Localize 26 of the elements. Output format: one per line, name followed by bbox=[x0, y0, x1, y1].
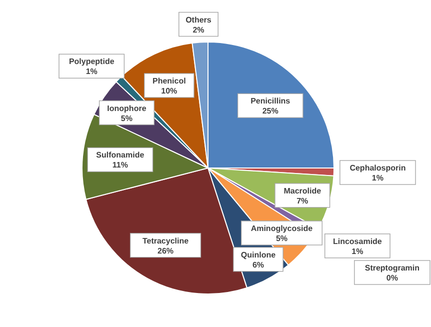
data-label: 10% bbox=[161, 86, 178, 96]
slice-label: Macrolide bbox=[284, 186, 322, 196]
slice-label: Lincosamide bbox=[332, 236, 382, 246]
data-label: 1% bbox=[86, 67, 98, 76]
data-label: 11% bbox=[112, 160, 128, 170]
data-label: 6% bbox=[252, 260, 264, 270]
slice-label: Ionophore bbox=[107, 104, 147, 113]
data-label: 1% bbox=[372, 174, 384, 183]
slice-label: Cephalosporin bbox=[350, 164, 406, 173]
slice-label: Penicillins bbox=[250, 96, 291, 106]
data-label: 5% bbox=[120, 114, 132, 123]
slice-label: Tetracycline bbox=[142, 236, 190, 246]
data-label: 5% bbox=[276, 234, 288, 243]
data-label: 25% bbox=[262, 106, 278, 116]
category-label: Streptogramin bbox=[364, 263, 420, 272]
slice-label: Others bbox=[186, 15, 212, 24]
slice-label: Aminoglycoside bbox=[250, 224, 314, 233]
data-label: 1% bbox=[352, 246, 364, 256]
slice-label: Polypeptide bbox=[68, 57, 115, 66]
slice-label: Sulfonamide bbox=[96, 150, 145, 160]
text: 0% bbox=[386, 273, 398, 282]
data-label: 26% bbox=[158, 246, 174, 256]
slice-label: Quinlone bbox=[240, 250, 276, 260]
slice-label: Phenicol bbox=[152, 76, 186, 86]
data-label: 2% bbox=[192, 25, 204, 34]
data-label: 7% bbox=[296, 196, 308, 206]
